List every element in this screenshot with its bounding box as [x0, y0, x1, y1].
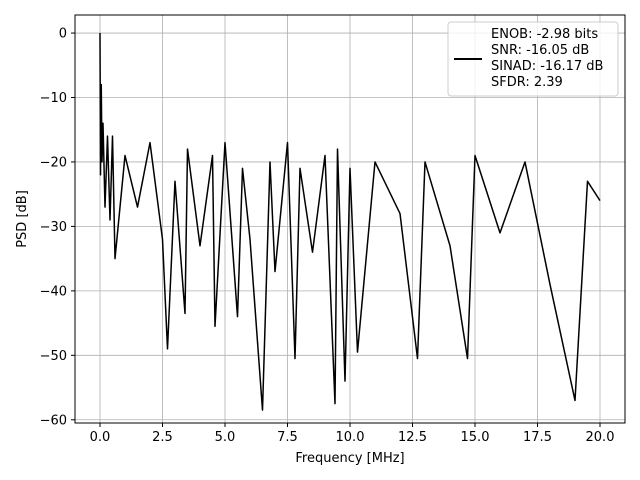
x-axis-label: Frequency [MHz] — [295, 451, 404, 466]
y-ticks: 0 −10 −20 −30 −40 −50 −60 — [40, 27, 75, 428]
x-tick-label: 7.5 — [277, 430, 298, 445]
y-tick-label: −30 — [40, 220, 67, 235]
x-tick-label: 17.5 — [523, 430, 552, 445]
x-tick-label: 15.0 — [461, 430, 490, 445]
x-tick-label: 20.0 — [586, 430, 615, 445]
legend-text-snr: SNR: -16.05 dB — [491, 43, 589, 58]
plot-series — [99, 33, 601, 411]
legend-text-sfdr: SFDR: 2.39 — [491, 75, 563, 90]
x-tick-label: 12.5 — [398, 430, 427, 445]
y-tick-label: −60 — [40, 413, 67, 428]
x-ticks: 0.0 2.5 5.0 7.5 10.0 12.5 15.0 17.5 20.0 — [90, 423, 615, 445]
legend-text-enob: ENOB: -2.98 bits — [491, 27, 598, 42]
legend-text-sinad: SINAD: -16.17 dB — [491, 59, 603, 74]
legend-box — [447, 21, 619, 97]
psd-series-line — [99, 33, 601, 411]
y-tick-label: −10 — [40, 91, 67, 106]
y-tick-label: 0 — [59, 27, 67, 42]
x-tick-label: 5.0 — [215, 430, 236, 445]
y-tick-label: −20 — [40, 155, 67, 170]
y-tick-label: −50 — [40, 349, 67, 364]
y-axis-label: PSD [dB] — [15, 190, 30, 248]
legend: ENOB: -2.98 bits SNR: -16.05 dB SINAD: -… — [447, 21, 619, 97]
y-tick-label: −40 — [40, 284, 67, 299]
x-tick-label: 10.0 — [336, 430, 365, 445]
x-tick-label: 2.5 — [152, 430, 173, 445]
x-tick-label: 0.0 — [90, 430, 111, 445]
